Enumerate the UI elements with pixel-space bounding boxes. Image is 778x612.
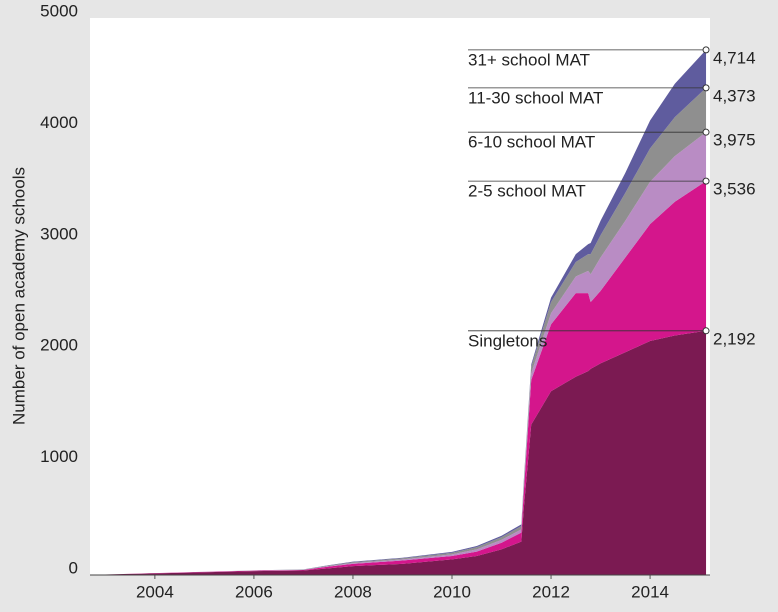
area [105,330,707,575]
annotation-label: 3,975 [713,131,756,150]
annotation-label: 4,373 [713,86,756,105]
annotation-marker [702,128,710,136]
series-label: Singletons [468,331,547,350]
y-tick-label: 5000 [40,1,78,20]
series-label: 11-30 school MAT [468,88,603,107]
x-tick-label: 2006 [235,582,273,601]
x-tick-label: 2010 [433,582,471,601]
annotation-label: 2,192 [713,329,756,348]
y-tick-label: 1000 [40,447,78,466]
annotation-marker [702,327,710,335]
annotation-label: 3,536 [713,180,756,199]
y-axis-label: Number of open academy schools [9,167,28,425]
y-tick-label: 3000 [40,224,78,243]
y-tick-label: 4000 [40,113,78,132]
series-label: 31+ school MAT [468,50,590,69]
series-label: 6-10 school MAT [468,133,595,152]
y-tick-label: 0 [69,558,78,577]
annotation-marker [702,177,710,185]
annotation-label: 4,714 [713,48,756,67]
x-tick-label: 2012 [532,582,570,601]
x-tick-label: 2014 [631,582,669,601]
y-tick-label: 2000 [40,336,78,355]
series-label: 2-5 school MAT [468,182,586,201]
annotation-marker [702,84,710,92]
annotation-marker [702,46,710,54]
x-tick-label: 2008 [334,582,372,601]
x-tick-label: 2004 [136,582,174,601]
